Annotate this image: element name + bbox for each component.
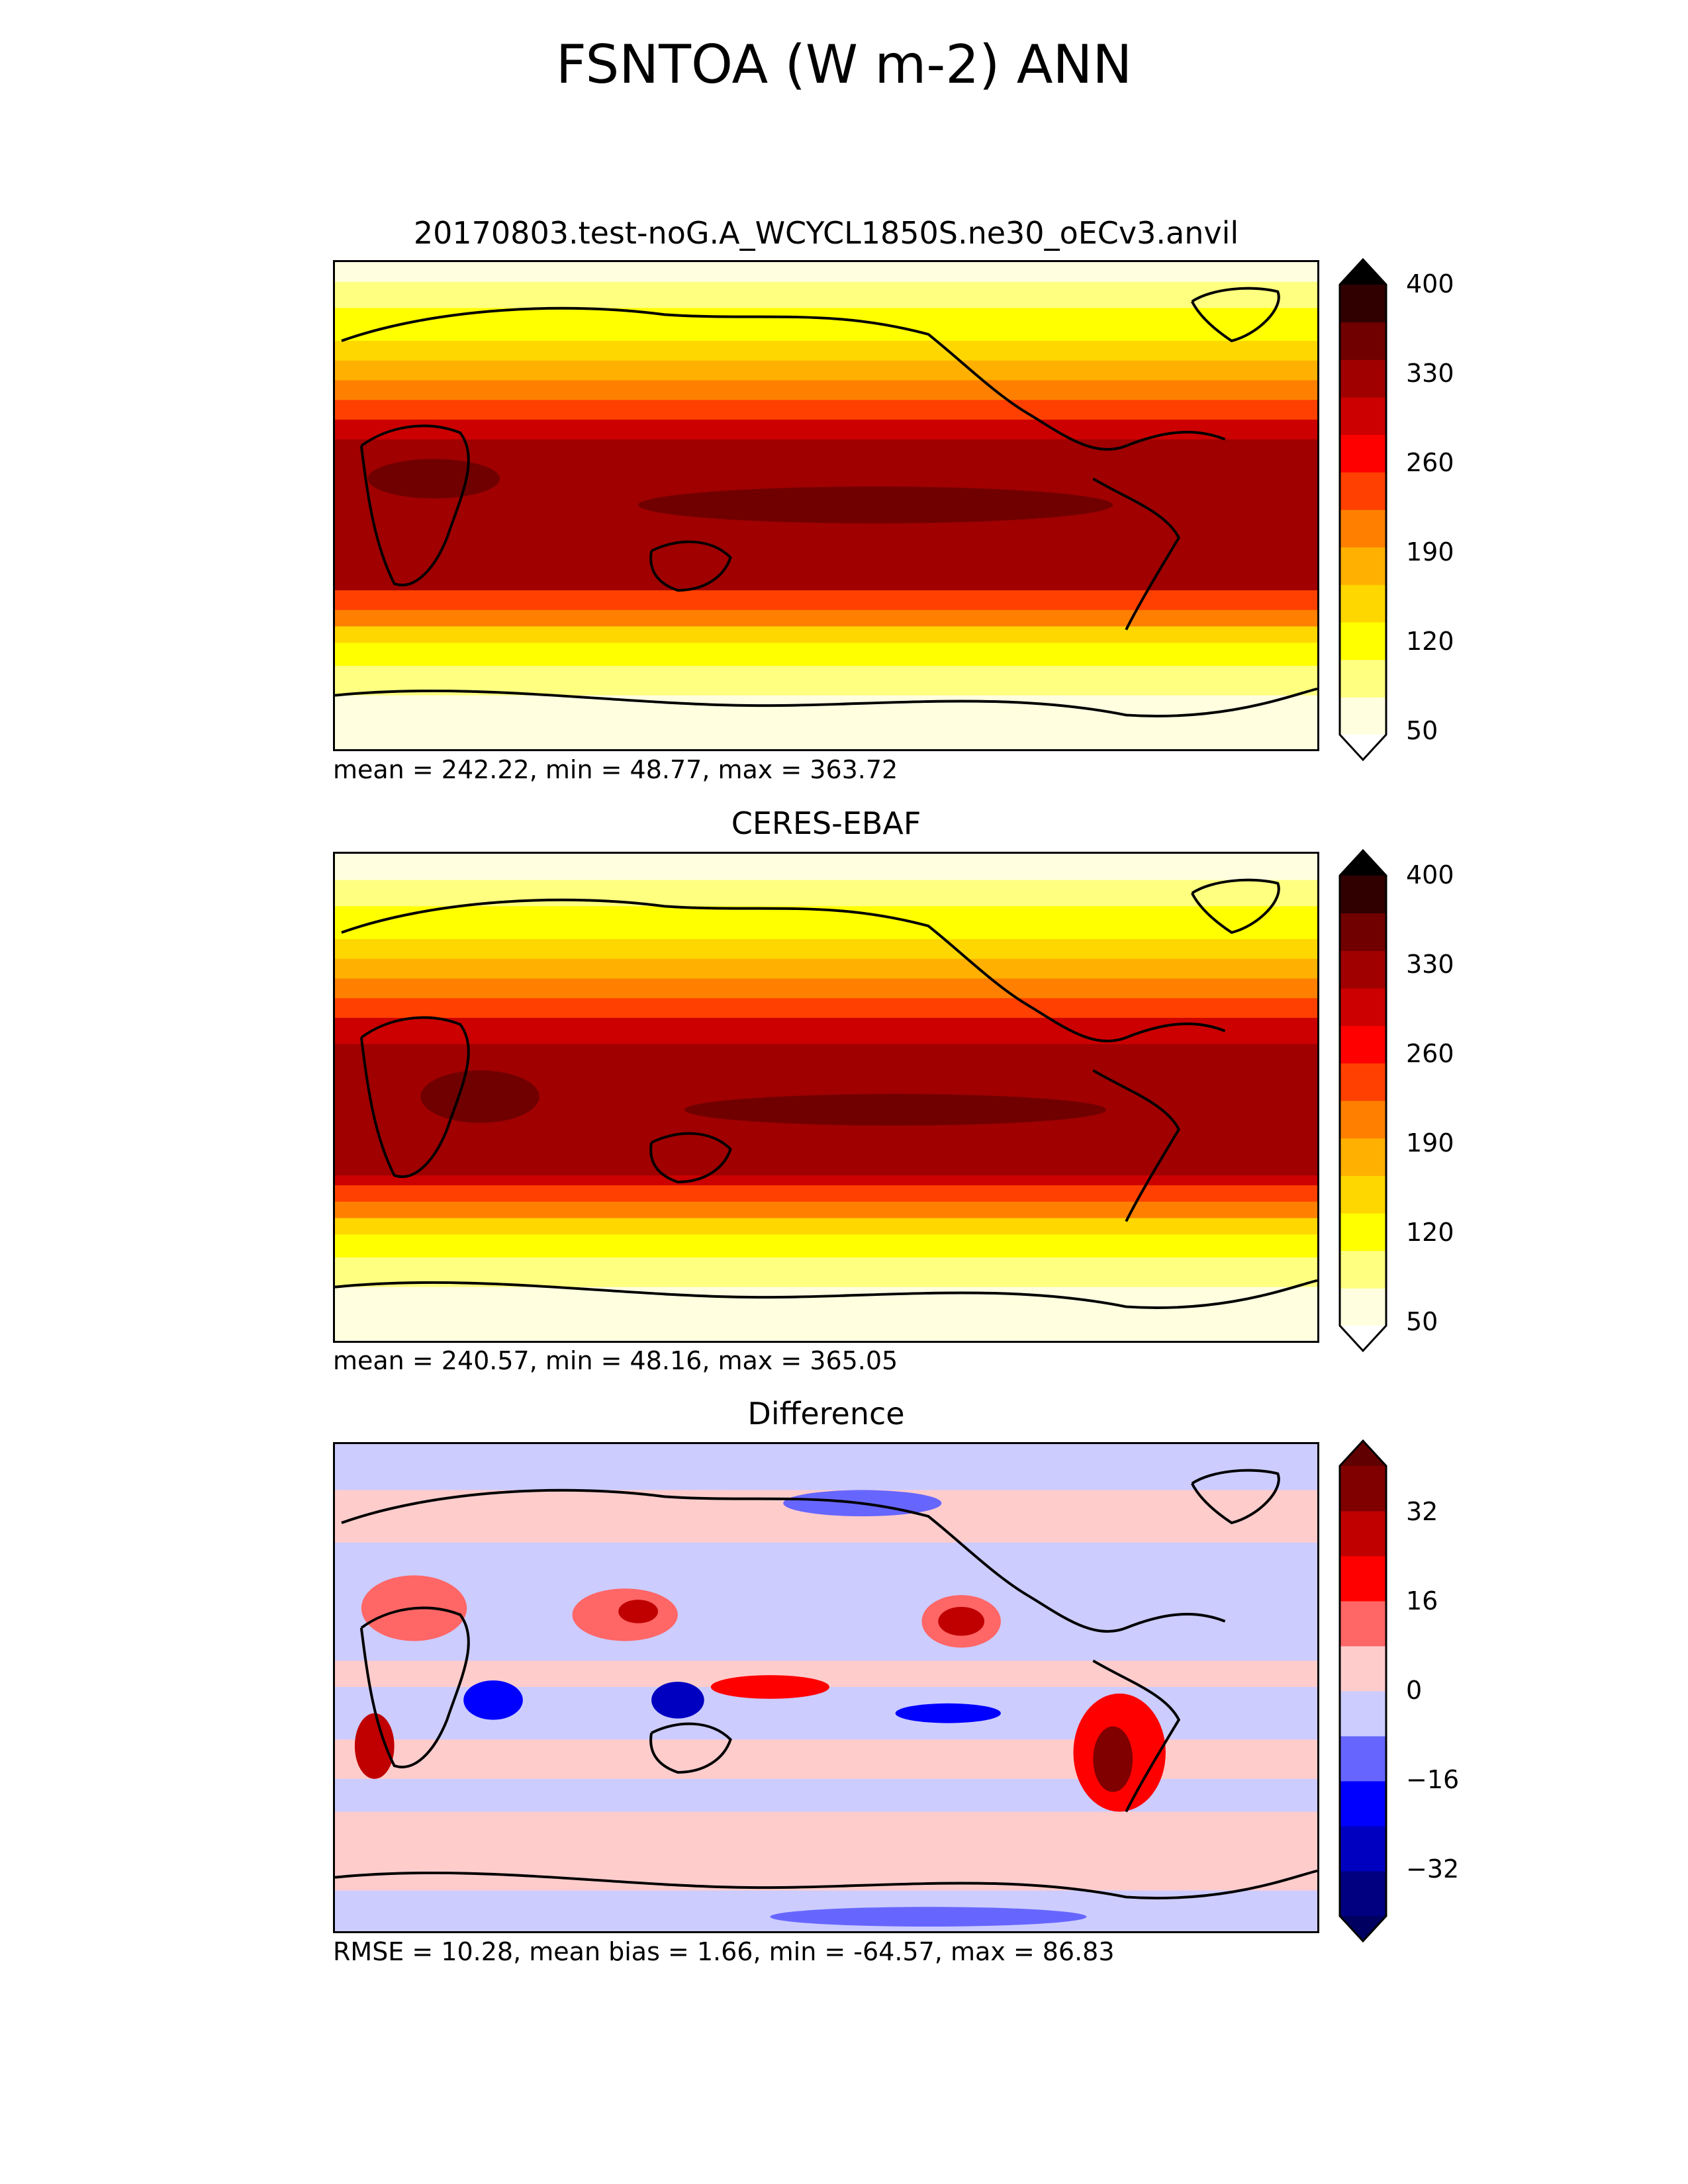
figure-title: FSNTOA (W m-2) ANN <box>555 34 1133 95</box>
colorbar-extend-top <box>1340 259 1386 285</box>
colorbar-extend-top <box>1340 1441 1386 1466</box>
colorbar-svg <box>1338 1439 1387 1942</box>
colorbar-segment <box>1340 697 1386 735</box>
colorbar-segment <box>1340 1601 1386 1647</box>
colorbar-segment <box>1340 1288 1386 1326</box>
colorbar-segment <box>1340 285 1386 323</box>
colorbar-reference-tick: 120 <box>1406 1218 1454 1247</box>
colorbar-test-tick: 400 <box>1406 269 1454 298</box>
colorbar-segment <box>1340 1511 1386 1557</box>
colorbar-segment <box>1340 1826 1386 1872</box>
colorbar-test-tick: 330 <box>1406 359 1454 388</box>
colorbar-outline <box>1338 849 1387 1352</box>
panel-test-stats: mean = 242.22, min = 48.77, max = 363.72 <box>333 755 898 784</box>
colorbar-segment <box>1340 950 1386 989</box>
colorbar-test-tick: 50 <box>1406 716 1438 745</box>
map-test <box>333 260 1319 751</box>
colorbar-reference-tick: 50 <box>1406 1307 1438 1336</box>
colorbar-segment <box>1340 1101 1386 1139</box>
colorbar-segment <box>1340 1138 1386 1176</box>
colorbar-extend-bottom <box>1340 735 1386 760</box>
colorbar-segment <box>1340 1250 1386 1289</box>
colorbar-segment <box>1340 1736 1386 1782</box>
colorbar-test <box>1333 258 1393 761</box>
colorbar-test-tick: 120 <box>1406 627 1454 656</box>
colorbar-segment <box>1340 1781 1386 1827</box>
colorbar-reference-tick: 400 <box>1406 860 1454 889</box>
colorbar-extend-bottom <box>1340 1326 1386 1351</box>
colorbar-svg <box>1338 258 1387 761</box>
colorbar-extend-bottom <box>1340 1916 1386 1941</box>
colorbar-difference <box>1333 1439 1393 1942</box>
colorbar-segment <box>1340 659 1386 698</box>
colorbar-segment <box>1340 1213 1386 1251</box>
colorbar-reference-tick: 330 <box>1406 950 1454 979</box>
colorbar-segment <box>1340 1691 1386 1737</box>
colorbar-segment <box>1340 1556 1386 1602</box>
colorbar-difference-tick: 32 <box>1406 1497 1438 1526</box>
colorbar-outline <box>1338 258 1387 761</box>
colorbar-svg <box>1338 849 1387 1352</box>
colorbar-outline <box>1338 1439 1387 1942</box>
colorbar-segment <box>1340 1646 1386 1692</box>
colorbar-segment <box>1340 359 1386 398</box>
colorbar-reference-tick: 260 <box>1406 1039 1454 1068</box>
colorbar-segment <box>1340 1025 1386 1064</box>
colorbar-reference <box>1333 849 1393 1352</box>
colorbar-segment <box>1340 622 1386 660</box>
colorbar-segment <box>1340 397 1386 435</box>
map-reference <box>333 852 1319 1343</box>
colorbar-test-tick: 190 <box>1406 537 1454 567</box>
colorbar-difference-tick: 16 <box>1406 1586 1438 1615</box>
colorbar-segment <box>1340 1871 1386 1917</box>
colorbar-segment <box>1340 322 1386 360</box>
map-reference-field <box>335 854 1317 1341</box>
map-test-field <box>335 262 1317 749</box>
colorbar-segment <box>1340 1175 1386 1214</box>
colorbar-segment <box>1340 547 1386 585</box>
panel-difference-title: Difference <box>747 1396 905 1432</box>
colorbar-segment <box>1340 584 1386 623</box>
colorbar-difference-tick: 0 <box>1406 1676 1423 1705</box>
colorbar-segment <box>1340 988 1386 1026</box>
colorbar-segment <box>1340 434 1386 473</box>
colorbar-segment <box>1340 1466 1386 1512</box>
map-difference-field <box>335 1444 1317 1931</box>
colorbar-test-tick: 260 <box>1406 448 1454 477</box>
colorbar-difference-tick: −16 <box>1406 1765 1460 1794</box>
colorbar-extend-top <box>1340 850 1386 876</box>
colorbar-segment <box>1340 510 1386 548</box>
colorbar-segment <box>1340 913 1386 951</box>
panel-reference-title: CERES-EBAF <box>731 805 921 841</box>
colorbar-segment <box>1340 876 1386 914</box>
panel-reference-stats: mean = 240.57, min = 48.16, max = 365.05 <box>333 1346 898 1375</box>
colorbar-reference-tick: 190 <box>1406 1128 1454 1158</box>
map-difference <box>333 1442 1319 1933</box>
colorbar-segment <box>1340 472 1386 510</box>
panel-test-title: 20170803.test-noG.A_WCYCL1850S.ne30_oECv… <box>413 215 1239 251</box>
colorbar-segment <box>1340 1063 1386 1101</box>
panel-difference-stats: RMSE = 10.28, mean bias = 1.66, min = -6… <box>333 1937 1115 1966</box>
colorbar-difference-tick: −32 <box>1406 1854 1460 1884</box>
